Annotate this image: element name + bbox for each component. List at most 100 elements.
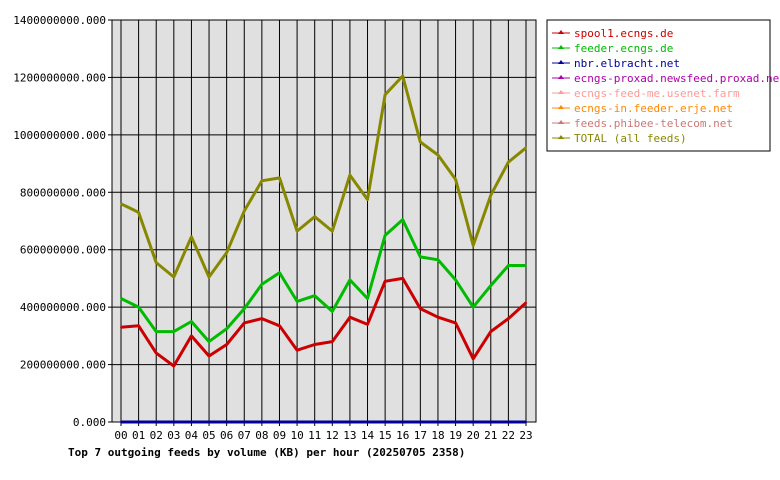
data-point [137,421,140,423]
data-point [172,275,175,278]
data-point [384,280,387,283]
data-point [419,255,422,258]
data-point [208,275,211,278]
legend-marker-icon [558,120,564,124]
x-tick-label: 08 [255,429,268,442]
data-point [260,283,263,286]
data-point [296,421,299,423]
data-point [507,421,510,423]
data-point [190,320,193,323]
data-point [190,235,193,238]
legend-marker-icon [558,135,564,139]
x-tick-label: 12 [326,429,339,442]
legend-entry: ecngs-in.feeder.erje.net [574,102,733,115]
data-point [331,421,334,423]
y-tick-label: 0.000 [73,416,106,429]
legend-marker-icon [558,30,564,34]
data-point [366,297,369,300]
data-point [331,310,334,313]
data-point [525,146,527,149]
data-point [454,321,457,324]
data-point [190,334,193,337]
y-tick-label: 1200000000.000 [13,71,106,84]
data-point [243,209,246,212]
data-point [348,278,351,281]
x-tick-label: 02 [150,429,163,442]
data-point [436,258,439,261]
x-tick-label: 01 [132,429,145,442]
data-point [472,244,475,247]
data-point [313,343,316,346]
legend-marker-icon [558,105,564,109]
x-tick-label: 06 [220,429,233,442]
data-point [137,211,140,214]
data-point [208,354,211,357]
legend-entry: spool1.ecngs.de [574,27,673,40]
data-point [208,340,211,343]
x-tick-label: 23 [519,429,532,442]
data-point [384,421,387,423]
data-point [348,421,351,423]
data-point [472,306,475,309]
series-line-1 [120,218,526,344]
chart-title: Top 7 outgoing feeds by volume (KB) per … [68,446,465,459]
x-tick-label: 15 [379,429,392,442]
data-point [313,294,316,297]
data-point [472,357,475,360]
data-point [419,421,422,423]
legend-entry: feeder.ecngs.de [574,42,673,55]
data-point [296,349,299,352]
data-point [260,421,263,423]
data-point [472,421,475,423]
data-point [348,174,351,177]
data-point [172,421,175,423]
data-point [454,178,457,181]
data-point [155,352,158,355]
data-point [120,202,122,205]
legend-entry: ecngs-feed-me.usenet.farm [574,87,740,100]
data-point [137,324,140,327]
legend-entry: feeds.phibee-telecom.net [574,117,733,130]
x-tick-label: 00 [114,429,127,442]
y-tick-label: 600000000.000 [20,244,106,257]
x-tick-label: 20 [467,429,480,442]
data-point [507,161,510,164]
x-tick-label: 05 [202,429,215,442]
x-tick-label: 22 [502,429,515,442]
x-tick-label: 04 [185,429,199,442]
data-point [225,343,228,346]
y-tick-label: 1000000000.000 [13,129,106,142]
data-point [436,153,439,156]
data-point [243,307,246,310]
data-point [225,251,228,254]
data-point [401,218,404,221]
data-point [366,198,369,201]
data-point [489,330,492,333]
data-point [155,261,158,264]
data-point [120,421,122,423]
data-point [384,93,387,96]
x-tick-label: 19 [449,429,462,442]
data-point [489,421,492,423]
data-point [225,421,228,423]
data-point [436,421,439,423]
x-tick-label: 07 [238,429,251,442]
data-point [401,421,404,423]
x-tick-label: 11 [308,429,321,442]
data-point [155,330,158,333]
legend-entry: ecngs-proxad.newsfeed.proxad.net [574,72,780,85]
x-tick-label: 21 [484,429,497,442]
data-point [278,421,281,423]
data-point [225,327,228,330]
data-point [278,176,281,179]
data-point [454,421,457,423]
data-point [401,277,404,280]
data-point [260,317,263,320]
data-point [137,306,140,309]
legend-marker-icon [558,75,564,79]
series-line-7 [120,74,527,279]
y-tick-label: 800000000.000 [20,186,106,199]
legend-entry: TOTAL (all feeds) [574,132,687,145]
data-point [313,215,316,218]
